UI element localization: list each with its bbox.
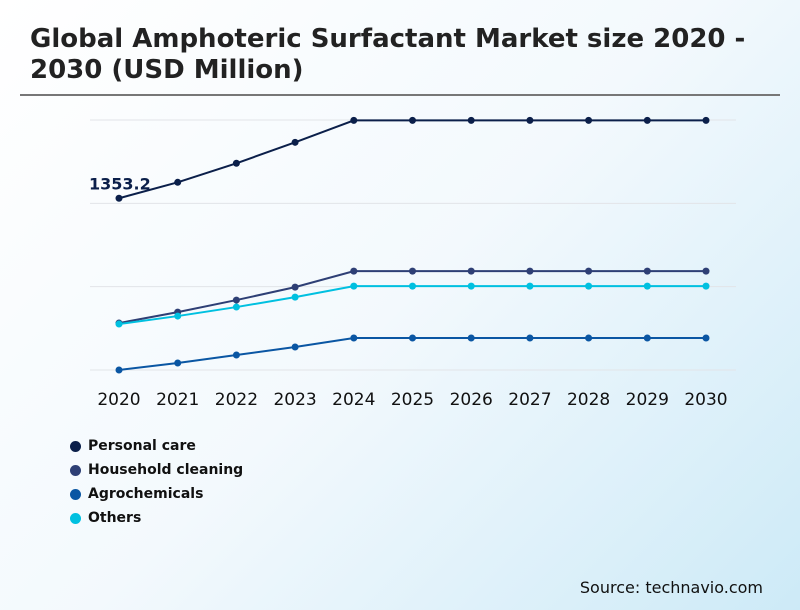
legend-item: Agrochemicals (70, 482, 243, 506)
x-tick-label: 2030 (684, 390, 727, 410)
x-tick-label: 2026 (450, 390, 493, 410)
data-point (409, 116, 416, 124)
data-point (643, 267, 651, 275)
x-tick-label: 2023 (273, 390, 316, 410)
data-point (467, 116, 475, 124)
data-point (350, 267, 358, 275)
x-tick-label: 2027 (508, 390, 551, 410)
legend-marker-icon (70, 488, 81, 500)
data-point (643, 116, 651, 124)
legend-item: Household cleaning (70, 458, 243, 482)
title-divider (20, 94, 780, 96)
legend-item: Others (70, 506, 243, 530)
data-point (350, 282, 358, 290)
data-point (291, 343, 299, 351)
data-point (232, 351, 240, 359)
data-point (409, 334, 416, 342)
data-point (585, 334, 593, 342)
chart-title: Global Amphoteric Surfactant Market size… (30, 24, 746, 85)
data-point (350, 334, 358, 342)
data-point (291, 138, 299, 146)
x-tick-label: 2020 (97, 390, 140, 410)
series-line-household-cleaning (118, 270, 706, 325)
data-label: 1353.2 (89, 174, 151, 193)
data-point (174, 178, 182, 186)
data-point (643, 334, 651, 342)
x-tick-label: 2021 (156, 390, 199, 410)
data-point (585, 116, 593, 124)
data-point (526, 267, 534, 275)
data-point (526, 334, 534, 342)
data-point (702, 116, 710, 124)
data-point (467, 267, 475, 275)
data-point (350, 116, 358, 124)
source-label: Source: technavio.com (579, 578, 763, 597)
data-point (291, 293, 299, 301)
data-point (409, 267, 416, 275)
legend-label: Agrochemicals (88, 486, 204, 502)
data-point (467, 282, 475, 290)
legend-marker-icon (70, 464, 81, 476)
data-point (526, 116, 534, 124)
data-point (526, 282, 534, 290)
data-point (585, 282, 593, 290)
data-point (232, 159, 240, 167)
x-tick-label: 2025 (391, 390, 434, 410)
x-tick-label: 2029 (626, 390, 669, 410)
data-point (232, 296, 240, 304)
legend-label: Others (88, 510, 142, 526)
data-point (643, 282, 651, 290)
data-point (174, 359, 182, 367)
legend-marker-icon (70, 440, 81, 452)
series-line-personal-care (118, 119, 706, 200)
data-point (174, 312, 182, 320)
legend: Personal care Household cleaning Agrochemi… (70, 434, 243, 530)
data-point (115, 366, 123, 374)
data-point (409, 282, 416, 290)
data-point (702, 267, 710, 275)
data-point (702, 282, 710, 290)
data-point (115, 320, 123, 328)
series-line-agrochemicals (118, 337, 706, 371)
data-point (232, 303, 240, 311)
x-tick-label: 2024 (332, 390, 375, 410)
legend-label: Personal care (88, 438, 196, 454)
data-point (467, 334, 475, 342)
legend-item: Personal care (70, 434, 243, 458)
data-point (585, 267, 593, 275)
x-tick-label: 2028 (567, 390, 610, 410)
data-point (115, 194, 123, 202)
line-chart: 2020 2021 2022 2023 2024 2025 2026 2027 2028 2029… (89, 116, 736, 410)
data-point (291, 283, 299, 291)
data-point (702, 334, 710, 342)
legend-marker-icon (70, 512, 81, 524)
legend-label: Household cleaning (88, 462, 244, 478)
x-tick-label: 2022 (215, 390, 258, 410)
